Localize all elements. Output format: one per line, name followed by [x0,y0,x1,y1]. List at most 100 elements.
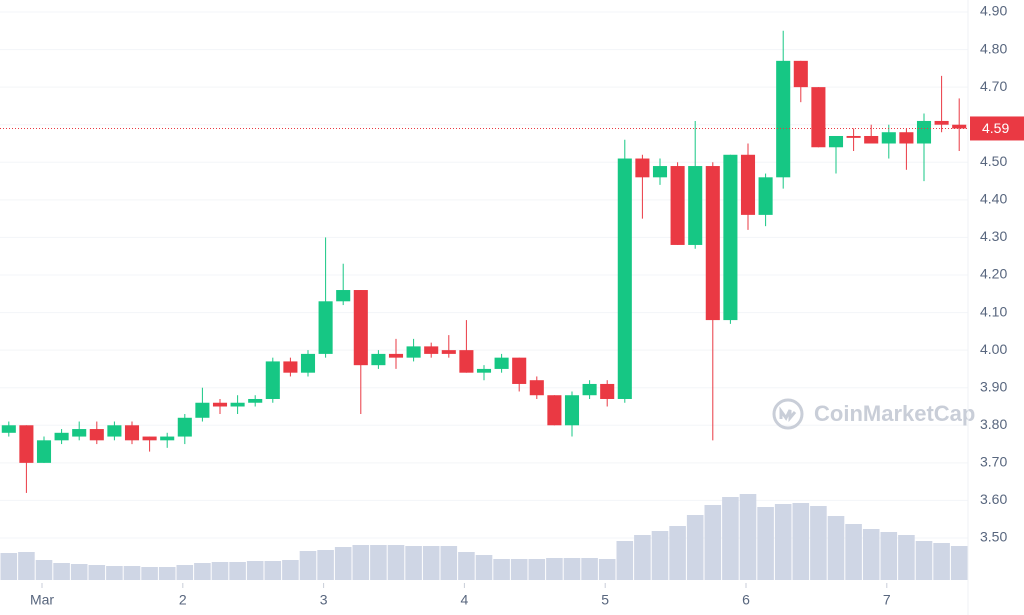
volume-bar [440,546,458,580]
volume-bar [141,567,158,580]
candle-body [72,429,87,437]
candle-body [600,383,615,399]
candle-body [670,166,685,245]
candle-body [793,60,808,88]
candle-body [776,60,791,178]
volume-bar [229,562,246,580]
candle-body [740,154,756,215]
candle-body [652,166,668,178]
volume-bar [862,529,880,580]
volume-bar [422,546,440,580]
candle-body [582,383,597,396]
candle-body [512,357,527,384]
x-tick-label: 7 [883,592,891,608]
candle-body [864,135,879,144]
x-tick-label: 6 [742,592,750,608]
volume-bar [194,563,211,580]
volume-bar [458,552,475,580]
volume-bar [845,524,862,580]
volume-bar [405,546,422,580]
volume-bar [158,567,176,580]
volume-bar [827,516,845,580]
candle-body [212,402,228,407]
candle-body [177,417,192,437]
y-tick-label: 4.40 [980,191,1007,207]
candle-body [371,353,386,366]
y-tick-label: 4.30 [980,228,1007,244]
candle-body [318,301,333,354]
volume-bar [704,505,722,580]
x-tick-label: 2 [179,592,187,608]
candle-body [283,361,298,373]
y-tick-label: 4.00 [980,341,1007,357]
candle-body [881,132,896,144]
candle-body [476,368,492,373]
candle-body [846,135,861,138]
watermark-logo [772,398,804,430]
volume-bar [510,559,528,580]
volume-bar [634,535,651,580]
y-tick-label: 3.60 [980,491,1007,507]
watermark-text: CoinMarketCap [814,401,975,426]
x-tick-label: 5 [601,592,609,608]
volume-bar [387,545,405,580]
y-tick-label: 4.70 [980,78,1007,94]
volume-bar [598,559,616,580]
volume-bar [53,563,70,580]
candle-body [441,350,456,354]
candle-body [19,425,34,463]
candle-body [54,432,69,441]
candle-body [195,402,210,418]
candle-body [723,154,738,321]
last-price-label: 4.59 [982,120,1009,136]
volume-bar [123,566,141,580]
candle-body [459,350,474,373]
y-tick-label: 4.80 [980,40,1007,56]
volume-bar [264,561,282,580]
candle-body [617,158,632,399]
volume-bar [651,531,669,580]
y-tick-label: 4.20 [980,266,1007,282]
volume-bar [493,559,510,580]
volume-bar [528,559,546,580]
volume-bar [774,504,792,580]
candle-body [494,357,509,369]
volume-bar [176,565,194,580]
volume-bar [475,555,493,580]
volume-bar [898,535,915,580]
volume-bar [669,526,686,580]
candle-body [547,395,562,426]
volume-bar [106,566,123,580]
candle-body [635,158,650,178]
last-price-box [970,116,1024,141]
y-tick-label: 3.70 [980,454,1007,470]
y-tick-label: 4.10 [980,303,1007,319]
y-tick-label: 3.50 [980,529,1007,545]
candle-body [916,120,932,144]
candle-body [952,124,967,129]
x-tick-label: 3 [320,592,328,608]
volume-bar [35,560,53,580]
volume-bar [0,553,18,580]
candle-body [336,290,351,302]
volume-bars [0,494,968,580]
volume-bar [915,541,933,580]
candle-body [564,395,580,426]
volume-bar [792,503,810,580]
candle-body [107,425,122,437]
x-tick-label: Mar [30,592,54,608]
volume-bar [546,558,563,580]
candle-body [934,120,949,125]
candle-body [124,425,140,441]
volume-bar [616,541,634,580]
y-tick-label: 3.80 [980,416,1007,432]
candle-body [758,177,773,215]
volume-bar [581,558,598,580]
volume-bar [370,545,387,580]
candle-body [36,440,52,463]
candle-body [406,346,421,358]
volume-bar [299,551,317,580]
volume-bar [18,552,35,580]
candle-body [811,87,826,148]
